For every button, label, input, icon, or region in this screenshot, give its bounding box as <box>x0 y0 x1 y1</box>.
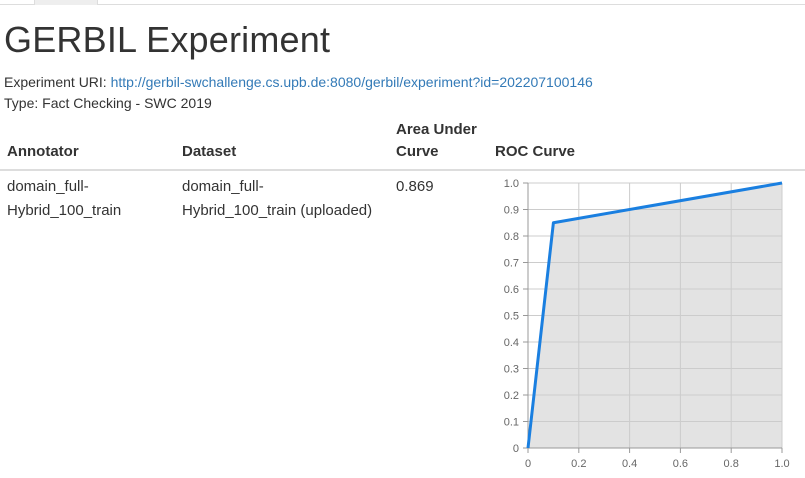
experiment-type-row: Type: Fact Checking - SWC 2019 <box>4 93 212 113</box>
x-tick-label: 0.6 <box>673 458 688 470</box>
x-tick-label: 0 <box>525 458 531 470</box>
y-tick-label: 1.0 <box>504 178 519 190</box>
cell-annotator-line1: domain_full- <box>7 178 89 195</box>
y-tick-label: 0.8 <box>504 231 519 243</box>
experiment-type-label: Type: <box>4 95 39 111</box>
nav-tab-active[interactable] <box>34 0 98 5</box>
cell-annotator-line2: Hybrid_100_train <box>7 202 122 219</box>
cell-dataset-line2: Hybrid_100_train (uploaded) <box>182 202 373 219</box>
y-tick-label: 0.7 <box>504 258 519 270</box>
table-header-divider <box>0 169 805 171</box>
y-tick-label: 0.1 <box>504 417 519 429</box>
y-tick-label: 0.6 <box>504 284 519 296</box>
y-tick-label: 0.5 <box>504 311 519 323</box>
roc-curve-chart: 0 0.1 0.2 0.3 0.4 0.5 0.6 0.7 0.8 0.9 1.0 0 0.2 0.4 0.… <box>504 178 790 470</box>
y-tick-label: 0.2 <box>504 390 519 402</box>
column-header-annotator: Annotator <box>7 143 79 160</box>
column-header-dataset: Dataset <box>182 143 237 160</box>
cell-auc-value: 0.869 <box>396 178 434 195</box>
x-tick-label: 1.0 <box>774 458 789 470</box>
y-tick-label: 0 <box>513 443 519 455</box>
experiment-uri-row: Experiment URI: http://gerbil-swchalleng… <box>4 72 593 92</box>
x-tick-label: 0.2 <box>571 458 586 470</box>
y-tick-label: 0.9 <box>504 205 519 217</box>
experiment-type-value: Fact Checking - SWC 2019 <box>42 95 212 111</box>
experiment-uri-link[interactable]: http://gerbil-swchallenge.cs.upb.de:8080… <box>110 74 593 90</box>
top-nav-bar <box>0 0 805 5</box>
y-tick-label: 0.4 <box>504 337 519 349</box>
column-header-roc: ROC Curve <box>495 143 576 160</box>
column-header-auc-line1: Area Under <box>396 121 477 138</box>
x-tick-label: 0.8 <box>724 458 739 470</box>
cell-dataset-line1: domain_full- <box>182 178 264 195</box>
page-title: GERBIL Experiment <box>4 19 331 60</box>
y-tick-label: 0.3 <box>504 364 519 376</box>
experiment-uri-label: Experiment URI: <box>4 74 107 90</box>
column-header-auc-line2: Curve <box>396 143 439 160</box>
x-tick-label: 0.4 <box>622 458 637 470</box>
roc-curve-line <box>526 181 783 449</box>
